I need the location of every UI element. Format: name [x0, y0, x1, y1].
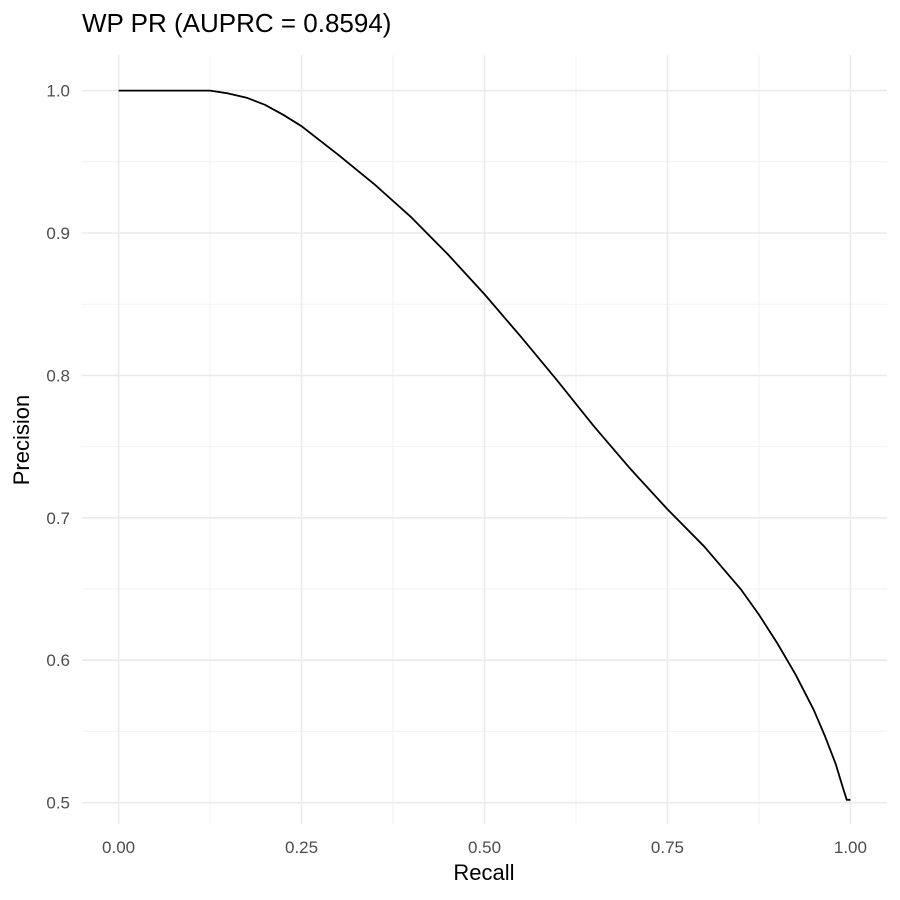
series-layer	[118, 89, 851, 801]
x-tick-label: 0.00	[102, 838, 135, 857]
x-tick-label: 1.00	[834, 838, 867, 857]
x-tick-label: 0.25	[285, 838, 318, 857]
y-tick-label: 0.5	[46, 794, 70, 813]
y-tick-label: 0.7	[46, 509, 70, 528]
y-tick-label: 1.0	[46, 82, 70, 101]
y-tick-label: 0.8	[46, 366, 70, 385]
major-grid	[82, 55, 887, 824]
x-axis-title: Recall	[453, 860, 515, 885]
x-tick-label: 0.50	[468, 838, 501, 857]
x-tick-label: 0.75	[651, 838, 684, 857]
y-tick-labels: 0.5 0.6 0.7 0.8 0.9 1.0	[46, 82, 70, 813]
chart-title: WP PR (AUPRC = 0.8594)	[82, 8, 392, 38]
y-axis-title: Precision	[9, 394, 34, 486]
y-tick-label: 0.9	[46, 224, 70, 243]
x-tick-labels: 0.00 0.25 0.50 0.75 1.00	[102, 838, 867, 857]
series-line	[118, 89, 851, 801]
y-tick-label: 0.6	[46, 651, 70, 670]
